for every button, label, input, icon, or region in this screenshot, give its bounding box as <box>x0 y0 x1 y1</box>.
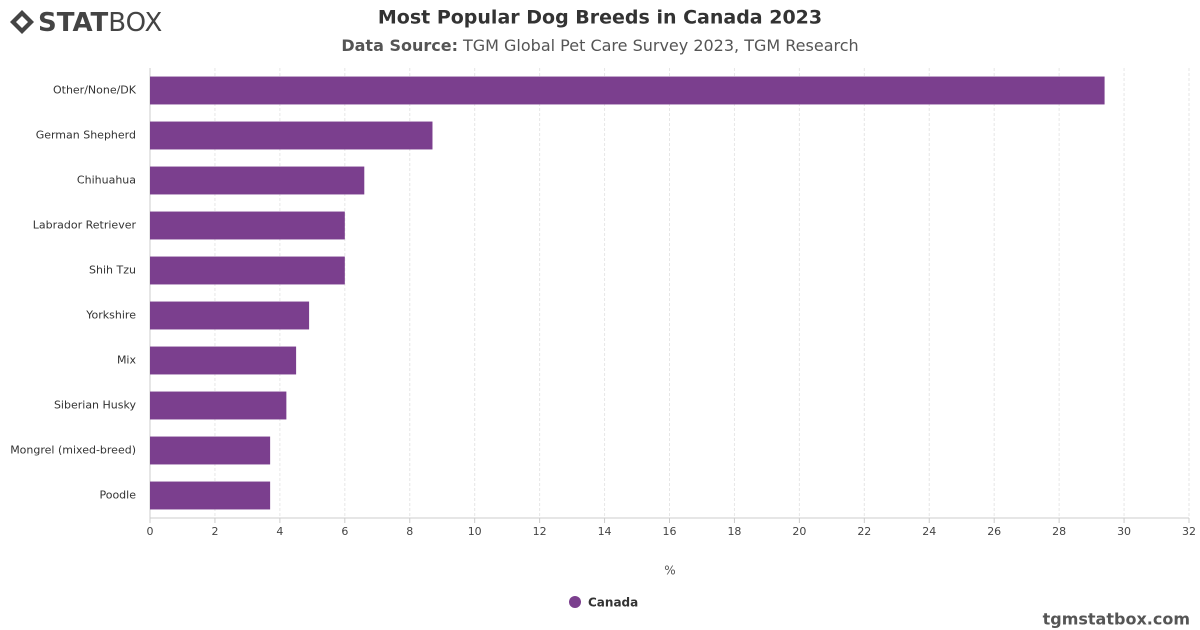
x-tick-label: 26 <box>987 525 1001 538</box>
bar <box>150 166 365 195</box>
x-tick-label: 20 <box>792 525 806 538</box>
x-axis-label: % <box>664 564 675 578</box>
x-tick-label: 2 <box>211 525 218 538</box>
bar <box>150 301 310 330</box>
bar <box>150 121 433 150</box>
logo-text: STATBOX <box>38 8 162 38</box>
x-tick-label: 16 <box>663 525 677 538</box>
y-tick-label: Mongrel (mixed-breed) <box>10 444 136 457</box>
x-tick-label: 8 <box>406 525 413 538</box>
x-tick-label: 28 <box>1052 525 1066 538</box>
x-tick-label: 0 <box>147 525 154 538</box>
y-tick-label: Shih Tzu <box>89 264 136 277</box>
x-tick-label: 22 <box>857 525 871 538</box>
logo-icon <box>10 10 34 34</box>
bar <box>150 481 271 510</box>
bar <box>150 211 345 240</box>
y-tick-label: Poodle <box>99 489 136 502</box>
chart-subtitle: Data Source: TGM Global Pet Care Survey 2… <box>341 36 858 55</box>
y-tick-label: Yorkshire <box>85 309 136 322</box>
legend-label: Canada <box>588 596 638 610</box>
y-tick-label: Siberian Husky <box>54 399 137 412</box>
bar <box>150 346 297 375</box>
logo: STATBOX <box>10 8 162 38</box>
x-tick-label: 14 <box>598 525 612 538</box>
chart-title: Most Popular Dog Breeds in Canada 2023 <box>378 7 822 29</box>
x-tick-label: 4 <box>276 525 283 538</box>
subtitle-text: TGM Global Pet Care Survey 2023, TGM Res… <box>462 36 859 55</box>
bar <box>150 436 271 465</box>
y-tick-label: Chihuahua <box>77 174 136 187</box>
x-tick-label: 32 <box>1182 525 1196 538</box>
x-tick-label: 30 <box>1117 525 1131 538</box>
logo-light: BOX <box>108 8 162 38</box>
y-tick-label: Mix <box>117 354 137 367</box>
y-tick-label: Other/None/DK <box>53 84 137 97</box>
bar <box>150 76 1105 105</box>
y-tick-label: Labrador Retriever <box>33 219 137 232</box>
bar <box>150 256 345 285</box>
logo-bold: STAT <box>38 8 109 38</box>
bar <box>150 391 287 420</box>
x-tick-label: 18 <box>727 525 741 538</box>
x-tick-label: 6 <box>341 525 348 538</box>
x-tick-label: 24 <box>922 525 936 538</box>
x-tick-label: 12 <box>533 525 547 538</box>
legend-marker <box>569 596 581 608</box>
footer: tgmstatbox.com <box>1043 610 1190 629</box>
y-tick-label: German Shepherd <box>36 129 136 142</box>
subtitle-label: Data Source: <box>341 36 458 55</box>
x-tick-label: 10 <box>468 525 482 538</box>
